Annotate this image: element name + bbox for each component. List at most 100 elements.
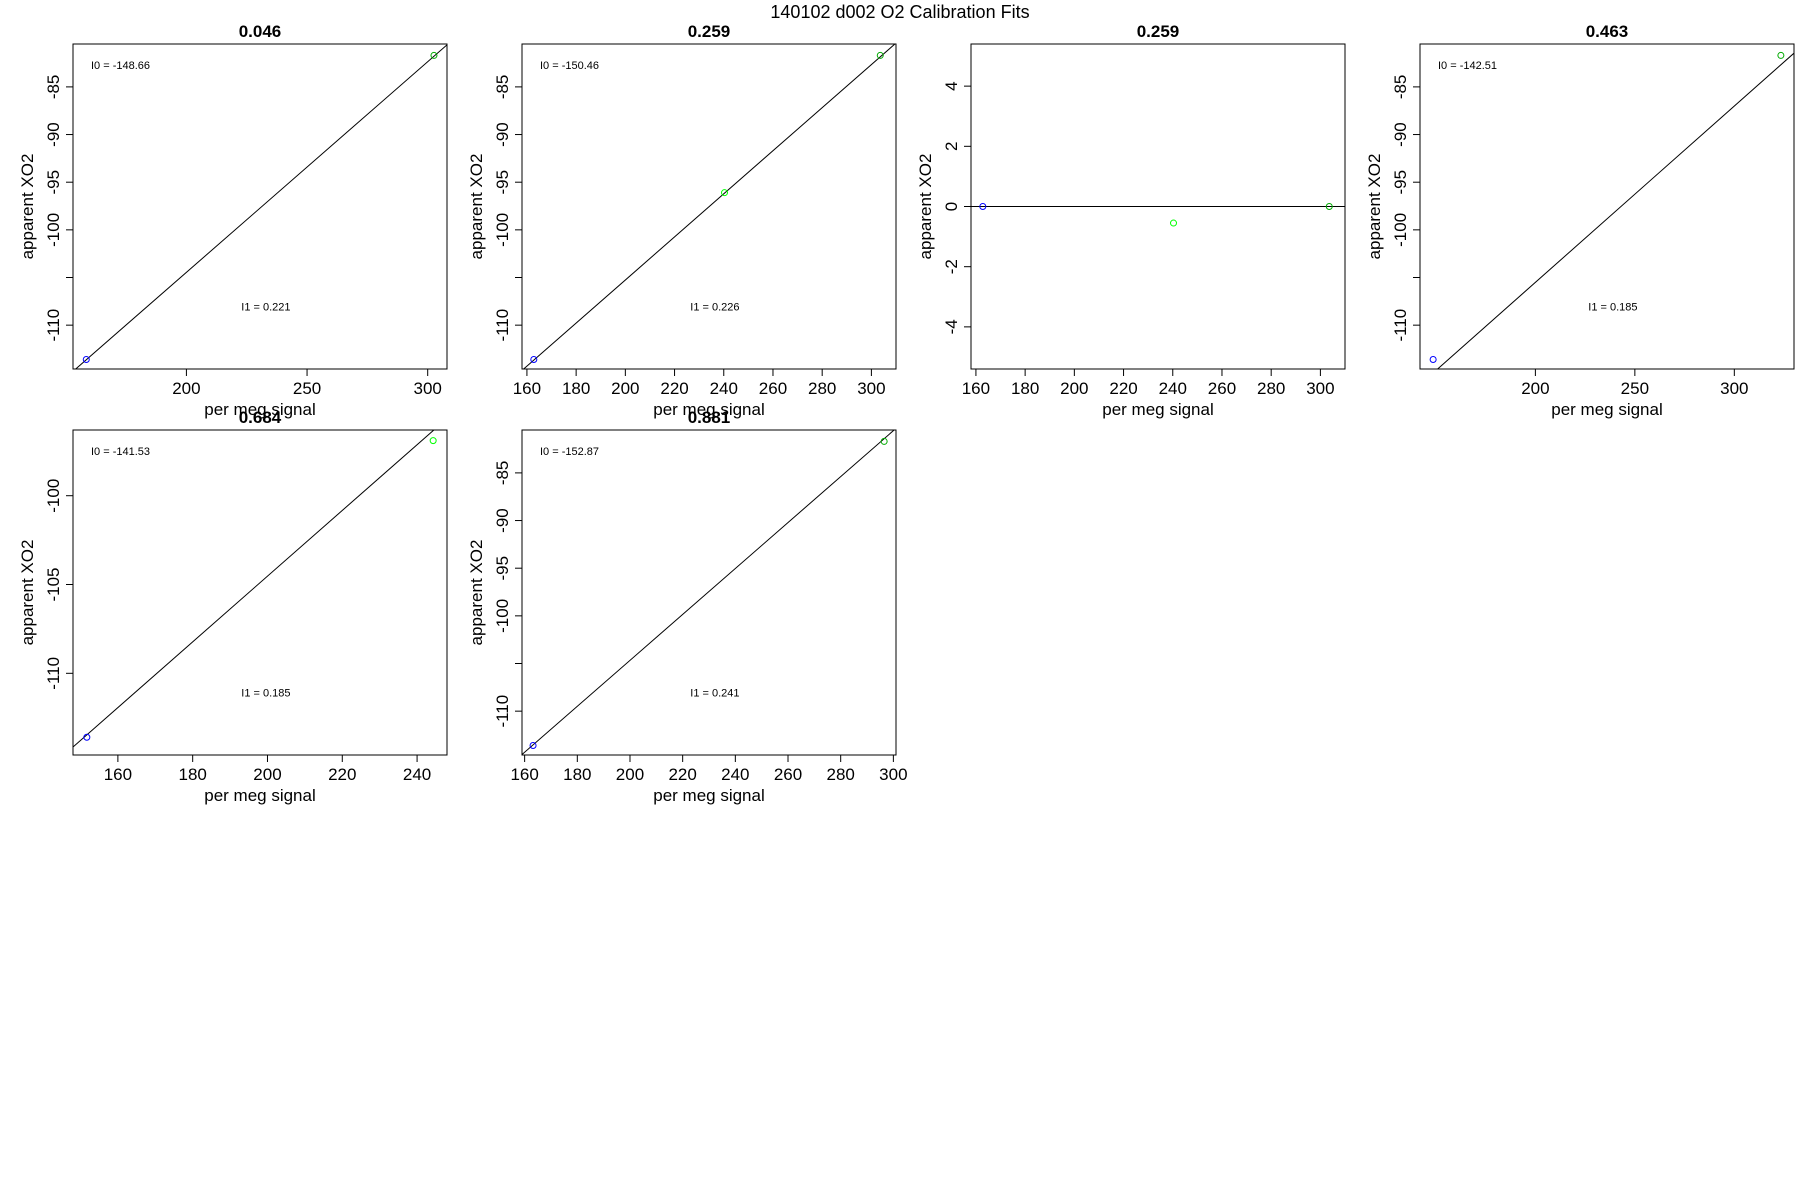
x-axis-label: per meg signal xyxy=(1102,400,1214,419)
y-tick-label: -90 xyxy=(493,122,512,147)
x-axis-label: per meg signal xyxy=(204,786,316,805)
x-tick-label: 220 xyxy=(668,765,696,784)
data-point xyxy=(530,355,538,363)
y-tick-label: -2 xyxy=(942,259,961,274)
plot-area xyxy=(73,430,437,748)
x-tick-label: 280 xyxy=(827,765,855,784)
x-tick-label: 240 xyxy=(403,765,431,784)
data-point xyxy=(1170,219,1178,227)
data-point xyxy=(430,51,438,59)
x-tick-label: 220 xyxy=(1109,379,1137,398)
x-tick-label: 200 xyxy=(1060,379,1088,398)
data-point xyxy=(880,437,888,445)
data-point xyxy=(429,437,437,445)
y-tick-label: -100 xyxy=(44,479,63,513)
data-point xyxy=(1325,203,1333,210)
x-tick-label: 250 xyxy=(293,379,321,398)
y-tick-label: -110 xyxy=(44,309,63,342)
x-tick-label: 180 xyxy=(563,765,591,784)
y-tick-label: -110 xyxy=(493,695,512,728)
plot-area xyxy=(522,430,895,755)
page-title: 140102 d002 O2 Calibration Fits xyxy=(770,2,1029,22)
panel-title: 0.259 xyxy=(688,22,731,41)
y-axis-label: apparent XO2 xyxy=(467,540,486,646)
y-tick-label: -4 xyxy=(942,319,961,334)
x-tick-label: 300 xyxy=(879,765,907,784)
intercept-annotation: I0 = -148.66 xyxy=(91,60,150,72)
x-tick-label: 240 xyxy=(710,379,738,398)
plot-frame xyxy=(521,43,897,370)
x-tick-label: 200 xyxy=(616,765,644,784)
x-tick-label: 240 xyxy=(1159,379,1187,398)
x-axis-label: per meg signal xyxy=(653,400,765,419)
y-tick-label: -90 xyxy=(493,508,512,533)
fit-line xyxy=(522,44,896,369)
chart-panel-5: 0.684 160 180 200 220 240 per meg signal -110 -1… xyxy=(18,408,448,805)
x-tick-label: 250 xyxy=(1621,379,1649,398)
x-tick-label: 220 xyxy=(660,379,688,398)
slope-annotation: I1 = 0.185 xyxy=(1588,302,1637,314)
fit-line xyxy=(73,430,435,748)
y-tick-label: -95 xyxy=(1391,170,1410,195)
y-tick-label: -95 xyxy=(44,170,63,195)
slope-annotation: I1 = 0.241 xyxy=(690,688,739,700)
panel-title: 0.881 xyxy=(688,408,731,427)
intercept-annotation: I0 = -152.87 xyxy=(540,446,599,458)
y-tick-label: -85 xyxy=(493,461,512,486)
data-point xyxy=(1777,51,1785,59)
slope-annotation: I1 = 0.221 xyxy=(241,302,290,314)
y-tick-label: -100 xyxy=(493,213,512,247)
panels-container: 0.046 200 250 300 per meg signal -110 -100 -95 -… xyxy=(18,22,1795,805)
y-axis-label: apparent XO2 xyxy=(1365,154,1384,260)
intercept-annotation: I0 = -141.53 xyxy=(91,446,150,458)
y-axis-label: apparent XO2 xyxy=(467,154,486,260)
y-tick-label: -85 xyxy=(44,75,63,100)
x-tick-label: 260 xyxy=(774,765,802,784)
x-tick-label: 160 xyxy=(510,765,538,784)
x-axis-label: per meg signal xyxy=(1551,400,1663,419)
panel-title: 0.463 xyxy=(1586,22,1629,41)
chart-panel-6: 0.881 160 180 200 220 240 260 280 300 per meg sig… xyxy=(467,408,908,805)
x-tick-label: 260 xyxy=(759,379,787,398)
slope-annotation: I1 = 0.185 xyxy=(241,688,290,700)
data-point xyxy=(979,203,987,210)
fit-line xyxy=(74,44,447,369)
x-tick-label: 200 xyxy=(253,765,281,784)
data-point xyxy=(82,355,90,363)
y-tick-label: -100 xyxy=(44,213,63,247)
data-point xyxy=(529,741,537,749)
x-axis-label: per meg signal xyxy=(653,786,765,805)
y-axis-label: apparent XO2 xyxy=(18,154,37,260)
plot-frame xyxy=(72,429,448,756)
x-tick-label: 160 xyxy=(513,379,541,398)
y-tick-label: -110 xyxy=(1391,309,1410,342)
x-tick-label: 180 xyxy=(178,765,206,784)
y-tick-label: -95 xyxy=(493,170,512,195)
panel-title: 0.046 xyxy=(239,22,282,41)
y-tick-label: -90 xyxy=(1391,122,1410,147)
y-tick-label: -85 xyxy=(493,75,512,100)
panel-title: 0.259 xyxy=(1137,22,1180,41)
x-tick-label: 300 xyxy=(414,379,442,398)
plot-frame xyxy=(1419,43,1795,370)
y-tick-label: -110 xyxy=(44,657,63,690)
x-tick-label: 280 xyxy=(1257,379,1285,398)
plot-frame xyxy=(72,43,448,370)
x-tick-label: 240 xyxy=(721,765,749,784)
chart-panel-1: 0.046 200 250 300 per meg signal -110 -100 -95 -… xyxy=(18,22,448,419)
y-tick-label: -105 xyxy=(44,567,63,601)
plot-area xyxy=(522,44,896,369)
y-axis-label: apparent XO2 xyxy=(18,540,37,646)
x-axis-label: per meg signal xyxy=(204,400,316,419)
x-tick-label: 180 xyxy=(562,379,590,398)
y-tick-label: 4 xyxy=(942,81,961,90)
x-tick-label: 260 xyxy=(1208,379,1236,398)
x-tick-label: 160 xyxy=(962,379,990,398)
x-tick-label: 220 xyxy=(328,765,356,784)
y-tick-label: 0 xyxy=(942,202,961,211)
x-tick-label: 300 xyxy=(857,379,885,398)
panel-title: 0.684 xyxy=(239,408,282,427)
intercept-annotation: I0 = -150.46 xyxy=(540,60,599,72)
